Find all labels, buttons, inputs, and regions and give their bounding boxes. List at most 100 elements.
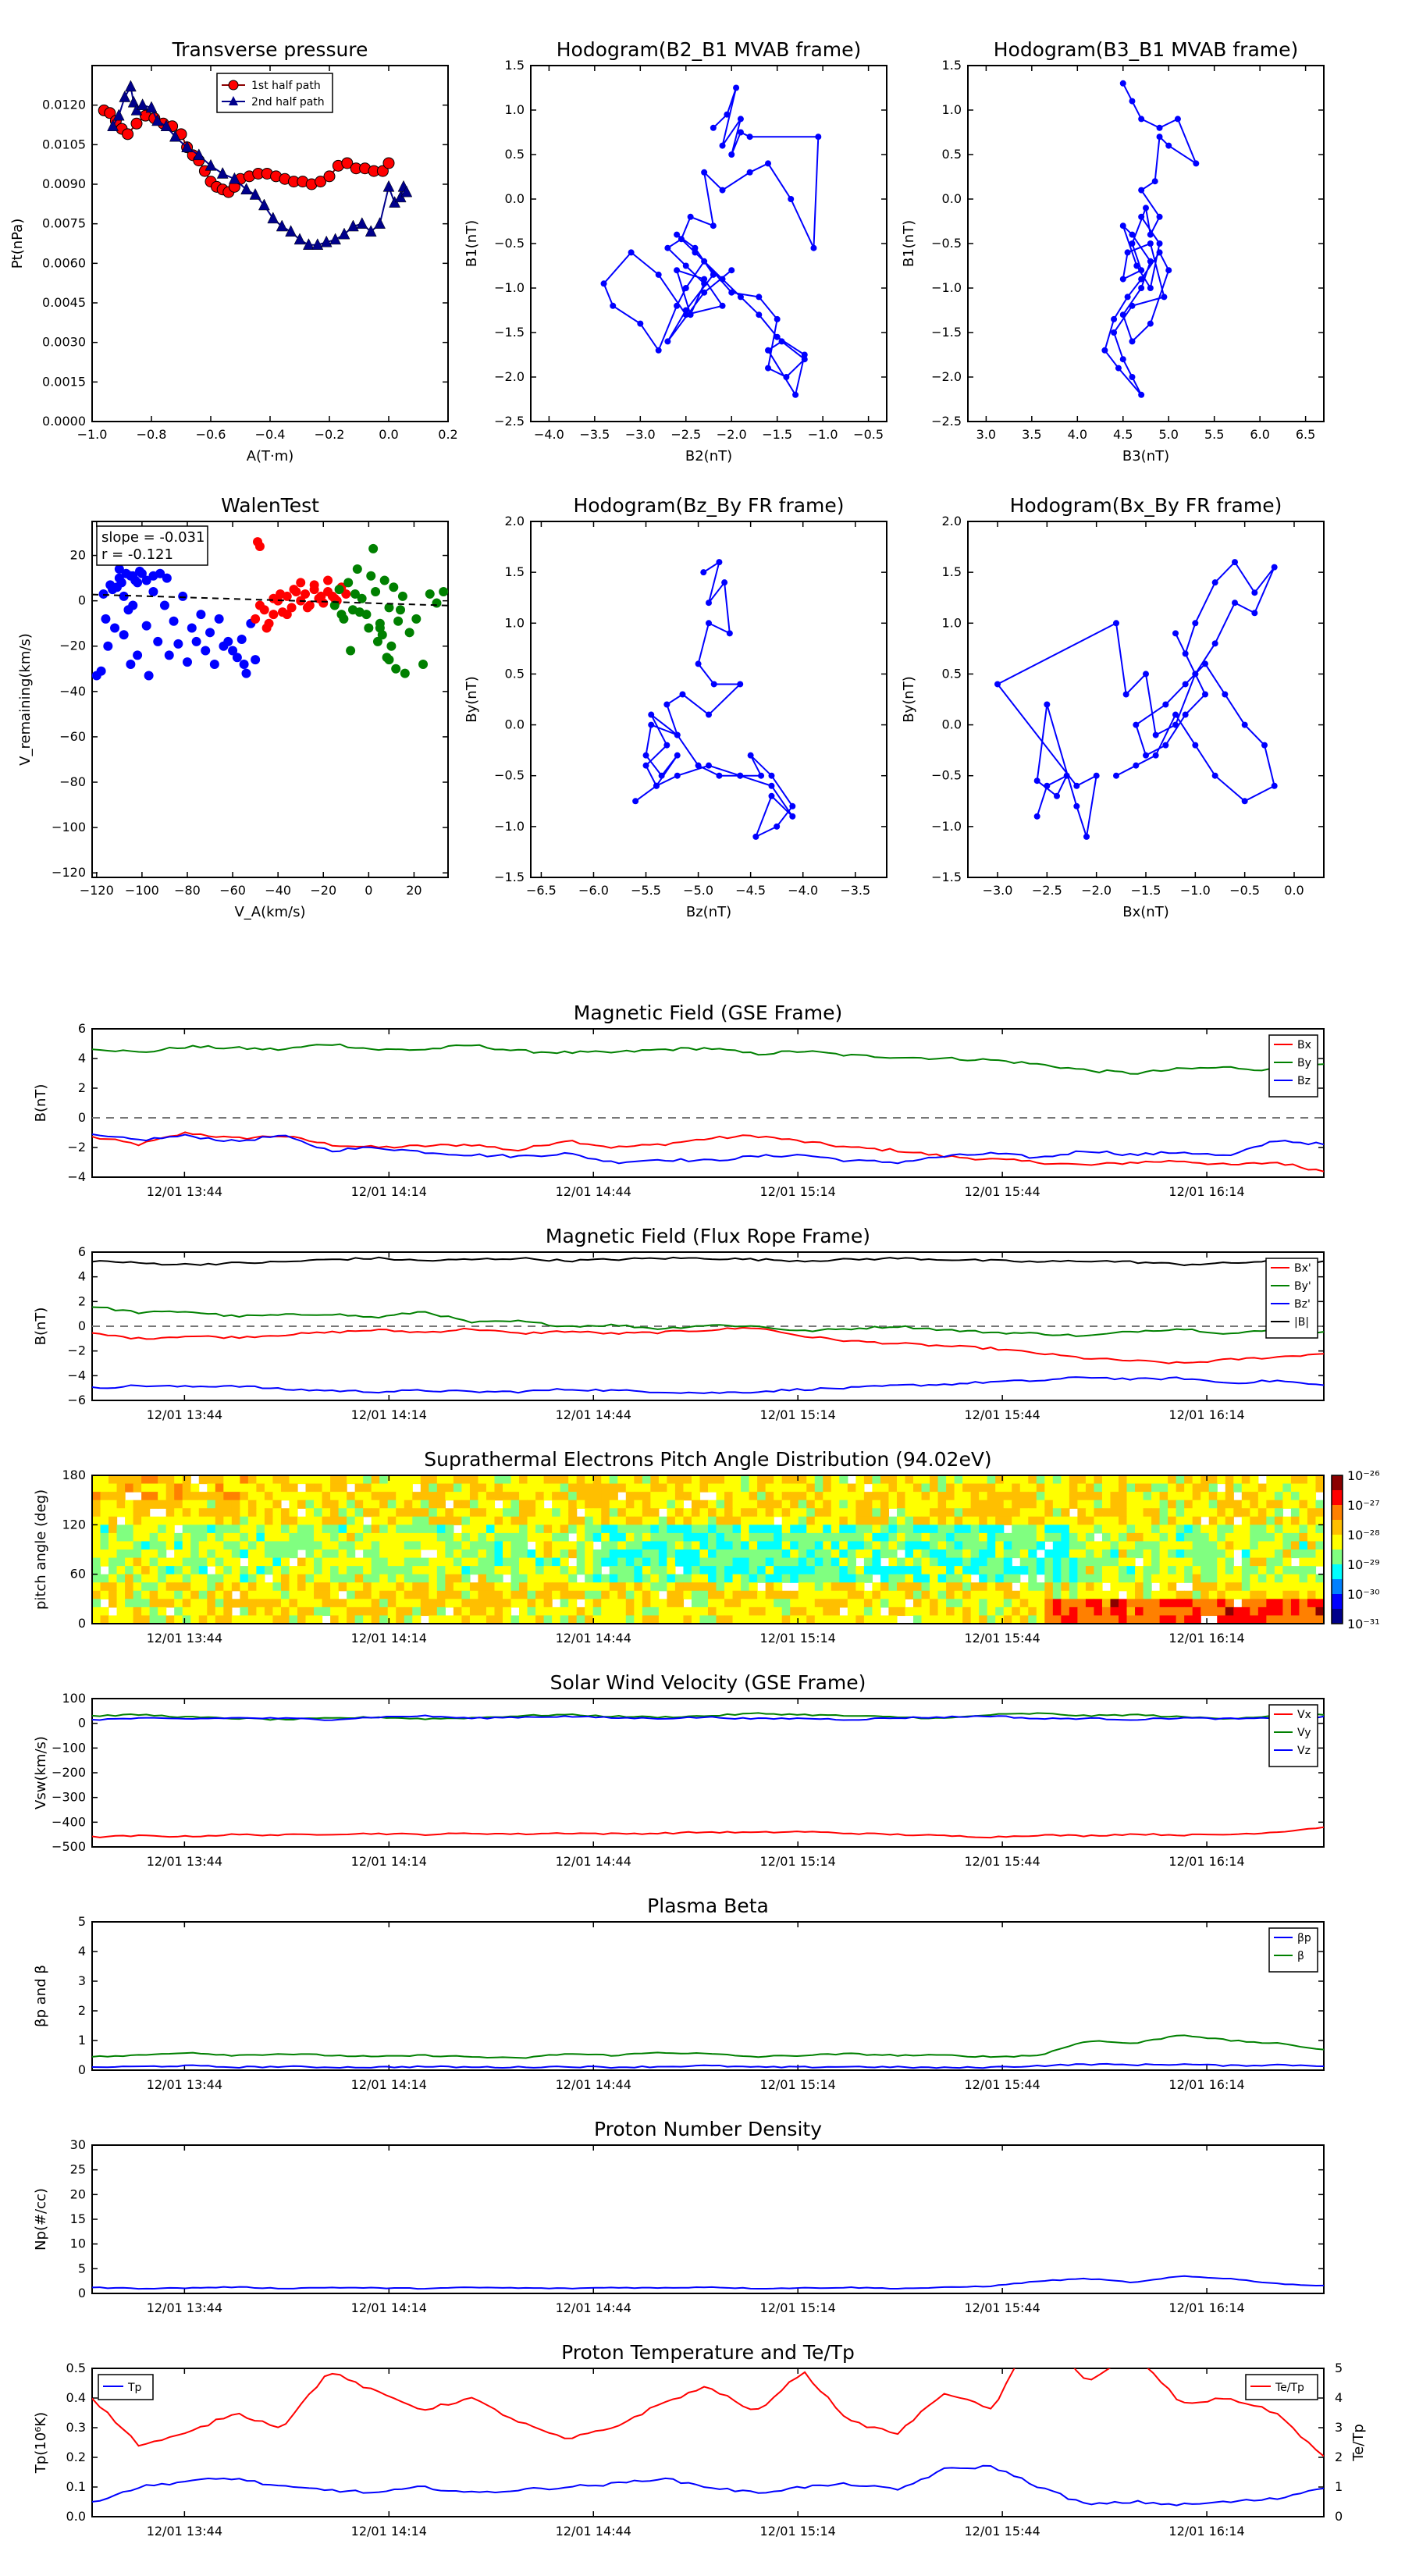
heatmap-cell [1052,1475,1062,1485]
heatmap-cell [92,1566,101,1575]
heatmap-cell [1143,1525,1152,1534]
heatmap-cell [954,1525,963,1534]
heatmap-cell [519,1582,528,1592]
heatmap-cell [1077,1500,1087,1509]
y-axis-label: Vsw(km/s) [33,1736,49,1809]
heatmap-cell [847,1500,856,1509]
x-tick-label: 12/01 16:14 [1168,1631,1244,1646]
y-tick-label: 0.0 [942,191,962,206]
heatmap-cell [1208,1516,1218,1525]
walen-point [112,582,122,592]
walen-point [119,591,129,601]
heatmap-cell [1036,1606,1045,1617]
heatmap-cell [905,1590,914,1599]
heatmap-cell [158,1599,167,1608]
heatmap-cell [617,1525,627,1534]
heatmap-cell [108,1492,118,1501]
heatmap-cell [371,1541,380,1550]
y-tick-label: −4 [67,1368,86,1382]
heatmap-cell [272,1582,282,1592]
heatmap-cell [568,1508,578,1517]
hodogram-point [682,285,689,291]
heatmap-cell [568,1525,578,1534]
hodogram-point [737,681,744,688]
heatmap-cell [674,1550,685,1559]
heatmap-cell [1225,1516,1234,1525]
heatmap-cell [708,1557,717,1567]
heatmap-cell [1225,1532,1234,1542]
heatmap-cell [741,1566,750,1575]
heatmap-cell [165,1599,175,1608]
heatmap-cell [223,1550,233,1559]
heatmap-cell [757,1483,767,1493]
heatmap-cell [354,1500,364,1509]
heatmap-cell [445,1615,454,1624]
heatmap-cell [519,1566,528,1575]
hodogram-point [664,338,671,345]
heatmap-cell [765,1541,774,1550]
heatmap-cell [1307,1475,1317,1485]
heatmap-cell [930,1483,939,1493]
heatmap-cell [667,1557,676,1567]
heatmap-cell [699,1566,709,1575]
heatmap-cell [486,1550,496,1559]
legend-label: |B| [1294,1316,1309,1329]
heatmap-cell [1299,1525,1308,1534]
heatmap-cell [774,1599,783,1608]
walen-point [391,664,401,674]
heatmap-cell [436,1483,446,1493]
heatmap-cell [674,1492,685,1501]
heatmap-cell [116,1566,126,1575]
heatmap-cell [683,1574,692,1583]
heatmap-cell [814,1541,823,1550]
heatmap-cell [1192,1516,1201,1525]
walen-point [103,641,113,651]
heatmap-cell [1241,1590,1250,1599]
heatmap-cell [970,1525,980,1534]
heatmap-cell [724,1557,734,1567]
heatmap-cell [510,1483,520,1493]
heatmap-cell [347,1475,356,1485]
heatmap-cell [954,1541,963,1550]
heatmap-cell [1151,1557,1161,1567]
hodogram-point [756,294,763,301]
heatmap-cell [182,1582,191,1592]
heatmap-cell [987,1532,996,1542]
y-tick-label: 2 [78,1080,86,1095]
heatmap-cell [1233,1525,1243,1534]
heatmap-cell [946,1483,955,1493]
walen-point [334,585,344,595]
heatmap-cell [568,1590,578,1599]
heatmap-cell [231,1532,240,1542]
heatmap-cell [256,1582,265,1592]
heatmap-cell [716,1566,725,1575]
heatmap-cell [814,1590,823,1599]
heatmap-cell [174,1615,183,1624]
heatmap-cell [486,1615,496,1624]
heatmap-cell [231,1557,240,1567]
heatmap-cell [1119,1574,1128,1583]
heatmap-cell [215,1483,224,1493]
heatmap-cell [264,1615,274,1624]
heatmap-cell [1110,1606,1119,1617]
heatmap-cell [1085,1550,1095,1559]
heatmap-cell [1052,1550,1062,1559]
heatmap-cell [921,1492,930,1501]
heatmap-cell [182,1532,191,1542]
heatmap-cell [1135,1508,1144,1517]
heatmap-cell [667,1475,676,1485]
heatmap-cell [207,1582,216,1592]
heatmap-cell [1217,1550,1226,1559]
legend-label: Bz [1297,1075,1311,1087]
heatmap-cell [1159,1532,1168,1542]
heatmap-cell [165,1475,175,1485]
heatmap-cell [519,1550,528,1559]
heatmap-cell [1052,1615,1062,1624]
heatmap-cell [930,1516,939,1525]
heatmap-cell [1168,1492,1177,1501]
heatmap-cell [592,1500,602,1509]
heatmap-cell [1085,1508,1095,1517]
heatmap-cell [125,1508,134,1517]
heatmap-cell [149,1566,158,1575]
heatmap-cell [1176,1541,1185,1550]
